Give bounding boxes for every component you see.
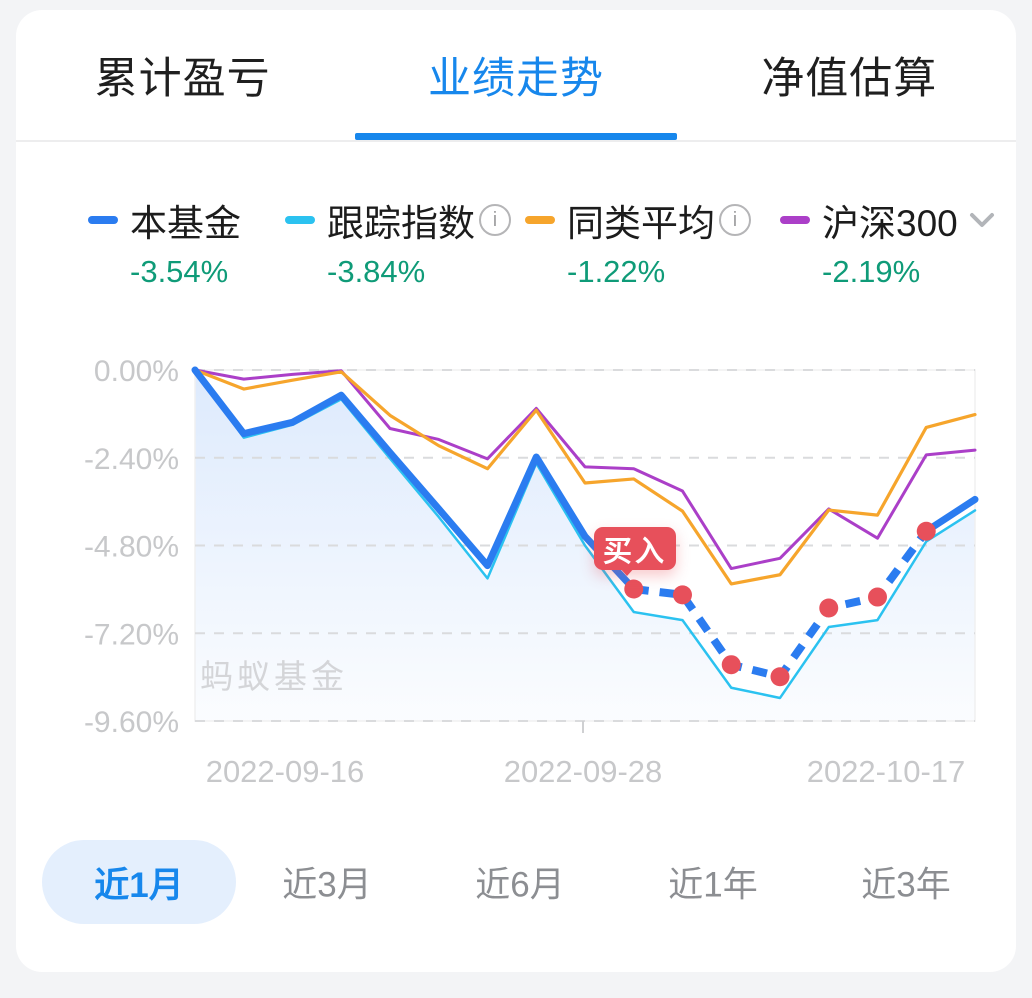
x-axis-date-label: 2022-09-28	[504, 754, 663, 789]
csi300-color-dash	[780, 216, 810, 224]
tab-divider	[16, 140, 1016, 142]
tracking-index-color-dash	[285, 216, 315, 224]
holding-dot	[673, 585, 692, 605]
holding-dot	[721, 655, 741, 675]
tab-nav-estimate[interactable]: 净值估算	[761, 55, 938, 103]
tab-performance-trend-label: 业绩走势	[427, 55, 604, 103]
legend-item-tracking-index: 跟踪指数 i -3.84%	[285, 198, 511, 290]
holding-dot	[868, 587, 887, 607]
range-1month[interactable]: 近1月	[42, 840, 236, 924]
range-3years[interactable]: 近3年	[861, 865, 951, 905]
legend-item-fund: 本基金 -3.54%	[88, 198, 241, 290]
holding-dot	[819, 598, 839, 618]
holding-dot	[770, 667, 790, 687]
performance-chart-svg: 0.00% -2.40% -4.80% -7.20% -9.60% 2022-09-16 2…	[84, 355, 979, 789]
line-同类平均	[193, 368, 977, 586]
performance-chart[interactable]: 0.00% -2.40% -4.80% -7.20% -9.60% 2022-09-16 2…	[16, 330, 1016, 810]
line-本基金-solid-end	[922, 495, 979, 535]
tab-performance-trend[interactable]: 业绩走势	[349, 44, 682, 140]
holding-dot	[624, 579, 644, 599]
range-selector: 近1月 近3月 近6月 近1年 近3年	[16, 840, 1016, 924]
category-average-info-icon[interactable]: i	[719, 204, 751, 236]
y-axis-tick-label: -2.40%	[84, 443, 179, 476]
tab-cumulative-pnl[interactable]: 累计盈亏	[94, 55, 271, 103]
chevron-down-icon[interactable]	[968, 210, 996, 230]
csi300-label: 沪深300	[822, 203, 958, 244]
buy-marker-badge[interactable]: 买入	[594, 527, 676, 576]
tracking-index-info-icon[interactable]: i	[479, 204, 511, 236]
range-6months[interactable]: 近6月	[475, 865, 565, 905]
csi300-value: -2.19%	[822, 254, 921, 289]
fund-series-label: 本基金	[130, 203, 241, 244]
active-tab-underline	[355, 133, 677, 140]
line-沪深300	[193, 368, 977, 571]
x-axis-date-label: 2022-10-17	[807, 754, 966, 789]
category-average-color-dash	[525, 216, 555, 224]
y-axis-tick-label: 0.00%	[94, 355, 179, 388]
fund-performance-card: 累计盈亏 业绩走势 净值估算 本基金 -3.54% 跟踪指数 i -3.84%	[16, 10, 1016, 972]
buy-marker-pointer	[618, 566, 636, 585]
category-average-label: 同类平均	[567, 203, 715, 244]
y-axis-tick-label: -7.20%	[84, 618, 179, 651]
category-average-value: -1.22%	[567, 254, 666, 289]
y-axis-tick-label: -4.80%	[84, 531, 179, 564]
holding-dot	[916, 521, 936, 541]
tracking-index-value: -3.84%	[327, 254, 426, 289]
chart-legend: 本基金 -3.54% 跟踪指数 i -3.84% 同类平均 i -1.22% 沪…	[16, 198, 1016, 300]
fund-series-color-dash	[88, 216, 118, 224]
range-3months[interactable]: 近3月	[282, 865, 372, 905]
tab-bar: 累计盈亏 业绩走势 净值估算	[16, 10, 1016, 140]
line-本基金-solid	[191, 366, 638, 593]
tracking-index-label: 跟踪指数	[327, 203, 475, 244]
legend-item-category-average: 同类平均 i -1.22%	[525, 198, 751, 290]
legend-item-csi300: 沪深300 -2.19%	[780, 198, 996, 290]
watermark: 蚂蚁基金	[200, 658, 348, 695]
y-axis-tick-label: -9.60%	[84, 706, 179, 739]
buy-marker-label: 买入	[602, 535, 667, 568]
x-axis-date-label: 2022-09-16	[206, 754, 365, 789]
fund-series-value: -3.54%	[130, 254, 229, 289]
range-1year[interactable]: 近1年	[668, 865, 758, 905]
